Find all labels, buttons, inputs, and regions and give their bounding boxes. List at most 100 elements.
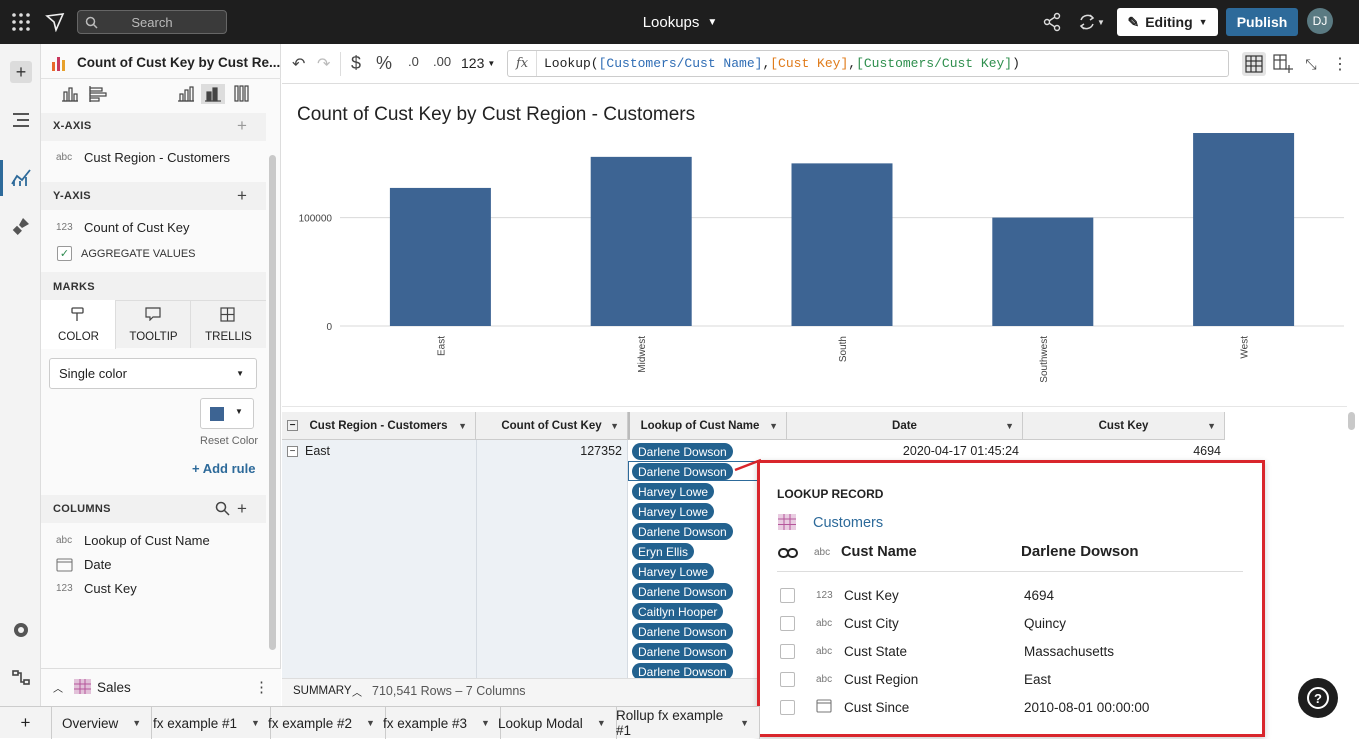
table-scrollbar[interactable] [1348, 412, 1355, 430]
lookup-name-chip[interactable]: Darlene Dowson [632, 443, 733, 460]
source-name[interactable]: Sales [97, 680, 131, 695]
apps-grid-icon[interactable] [10, 11, 32, 33]
more-options-icon[interactable]: ⋮ [1332, 56, 1348, 73]
cust-key-cell[interactable]: 4694 [1193, 444, 1221, 458]
add-y-axis-icon[interactable]: + [237, 186, 247, 205]
marks-header [41, 272, 266, 300]
tab-color[interactable]: COLOR [41, 300, 116, 349]
divider [41, 78, 281, 79]
column-header[interactable]: Lookup of Cust Name ▼ [628, 412, 787, 440]
tab-trellis[interactable]: TRELLIS [191, 300, 266, 348]
bar-midwest[interactable] [590, 156, 692, 326]
lookup-name-chip[interactable]: Harvey Lowe [632, 503, 715, 520]
help-button[interactable]: ? [1298, 678, 1338, 718]
lookup-name-chip[interactable]: Harvey Lowe [632, 563, 715, 580]
column-header[interactable]: Date ▼ [787, 412, 1023, 440]
lookup-name-chip[interactable]: Caitlyn Hooper [632, 603, 724, 620]
chevron-up-icon[interactable]: ︿ [53, 684, 63, 695]
number-format-select[interactable]: 123 ▼ [461, 55, 495, 71]
formula-sep: , [762, 56, 771, 71]
editing-button[interactable]: ✎ Editing ▼ [1117, 8, 1218, 36]
chart-config-icon[interactable] [10, 165, 32, 189]
field-checkbox[interactable] [780, 615, 795, 631]
add-element-icon[interactable]: + [10, 61, 32, 83]
lookup-name-chip[interactable]: Darlene Dowson [632, 643, 733, 660]
add-column-icon[interactable]: + [237, 499, 247, 518]
redo-icon[interactable]: ↷ [317, 56, 331, 73]
lookup-name-chip[interactable]: Harvey Lowe [632, 483, 715, 500]
table-icon [778, 514, 796, 530]
field-checkbox[interactable] [780, 699, 795, 715]
collapse-icon[interactable]: ⤡ [1305, 55, 1317, 72]
formula-input[interactable]: fx Lookup([Customers/Cust Name], [Cust K… [507, 50, 1229, 77]
refresh-menu-button[interactable]: ▼ [1073, 10, 1109, 34]
publish-button[interactable]: Publish [1226, 8, 1298, 36]
color-mode-select[interactable]: Single color ▼ [49, 358, 257, 389]
workbook-title[interactable]: Lookups ▼ [560, 0, 800, 44]
field-checkbox[interactable] [780, 643, 795, 659]
page-tab[interactable]: Lookup Modal ▼ [488, 707, 617, 739]
show-table-icon[interactable] [1242, 52, 1266, 76]
logo-icon[interactable] [44, 10, 66, 34]
increase-decimals-icon[interactable]: .00 [433, 54, 452, 69]
tab-tooltip[interactable]: TOOLTIP [116, 300, 191, 348]
page-tab[interactable]: fx example #2 ▼ [258, 707, 386, 739]
field-checkbox[interactable] [780, 587, 795, 603]
bar-west[interactable] [1193, 133, 1295, 326]
add-page-button[interactable]: + [0, 707, 52, 739]
page-tab[interactable]: Rollup fx example #1 ▼ [606, 707, 760, 739]
avatar[interactable]: DJ [1307, 8, 1333, 34]
color-swatch-picker[interactable]: ▼ [200, 398, 254, 429]
add-rule-button[interactable]: + Add rule [192, 461, 256, 476]
element-title[interactable]: Count of Cust Key by Cust Re... [77, 55, 281, 70]
collapse-group-icon[interactable]: − [287, 420, 298, 431]
summary-label[interactable]: SUMMARY [293, 685, 352, 697]
aggregate-checkbox[interactable]: ✓ [57, 246, 72, 261]
column-header[interactable]: − Cust Region - Customers ▼ [282, 412, 476, 440]
bar-southwest[interactable] [992, 217, 1094, 326]
group-count[interactable]: 127352 [580, 444, 622, 458]
more-options-icon[interactable]: ⋮ [254, 679, 269, 696]
share-icon[interactable] [1040, 10, 1064, 34]
lookup-name-chip[interactable]: Darlene Dowson [632, 463, 733, 480]
lineage-icon[interactable] [10, 667, 32, 689]
column-item[interactable]: Date [56, 557, 111, 572]
collapse-group-icon[interactable]: − [287, 446, 298, 457]
y-axis-field[interactable]: 123 Count of Cust Key [56, 220, 190, 235]
column-header[interactable]: Cust Key ▼ [1023, 412, 1225, 440]
column-header[interactable]: Count of Cust Key ▼ [476, 412, 628, 440]
add-x-axis-icon[interactable]: + [237, 116, 247, 135]
color-mode-value: Single color [59, 366, 127, 381]
search-input[interactable]: Search [77, 10, 227, 34]
reset-color-link[interactable]: Reset Color [200, 435, 259, 447]
column-item[interactable]: abc Lookup of Cust Name [56, 533, 210, 548]
undo-icon[interactable]: ↶ [292, 56, 306, 73]
lookup-name-chip[interactable]: Darlene Dowson [632, 623, 733, 640]
lookup-name-chip[interactable]: Darlene Dowson [632, 663, 733, 680]
column-item[interactable]: 123 Cust Key [56, 581, 137, 596]
column-header-label: Date [892, 419, 917, 432]
x-axis-field[interactable]: abc Cust Region - Customers [56, 150, 230, 165]
currency-icon[interactable]: $ [351, 53, 362, 73]
lookup-name-chip[interactable]: Darlene Dowson [632, 583, 733, 600]
decrease-decimals-icon[interactable]: .0 [408, 54, 419, 69]
bar-south[interactable] [791, 163, 893, 326]
search-columns-icon[interactable] [215, 501, 230, 516]
lookup-name-chip[interactable]: Eryn Ellis [632, 543, 695, 560]
page-tab[interactable]: fx example #1 ▼ [143, 707, 271, 739]
date-cell[interactable]: 2020-04-17 01:45:24 [902, 444, 1019, 458]
gear-icon[interactable] [10, 619, 32, 641]
table-link[interactable]: Customers [813, 515, 884, 531]
field-checkbox[interactable] [780, 671, 795, 687]
page-tab[interactable]: fx example #3 ▼ [373, 707, 501, 739]
outline-icon[interactable] [10, 110, 32, 130]
lookup-name-chip[interactable]: Darlene Dowson [632, 523, 733, 540]
bar-east[interactable] [389, 187, 491, 326]
group-value[interactable]: East [305, 444, 331, 458]
percent-icon[interactable]: % [376, 53, 393, 73]
add-table-icon[interactable] [1271, 52, 1295, 76]
chevron-up-icon[interactable]: ︿ [352, 688, 362, 699]
format-brush-icon[interactable] [10, 215, 32, 237]
page-tab[interactable]: Overview ▼ [52, 707, 153, 739]
panel-scrollbar[interactable] [269, 155, 276, 650]
